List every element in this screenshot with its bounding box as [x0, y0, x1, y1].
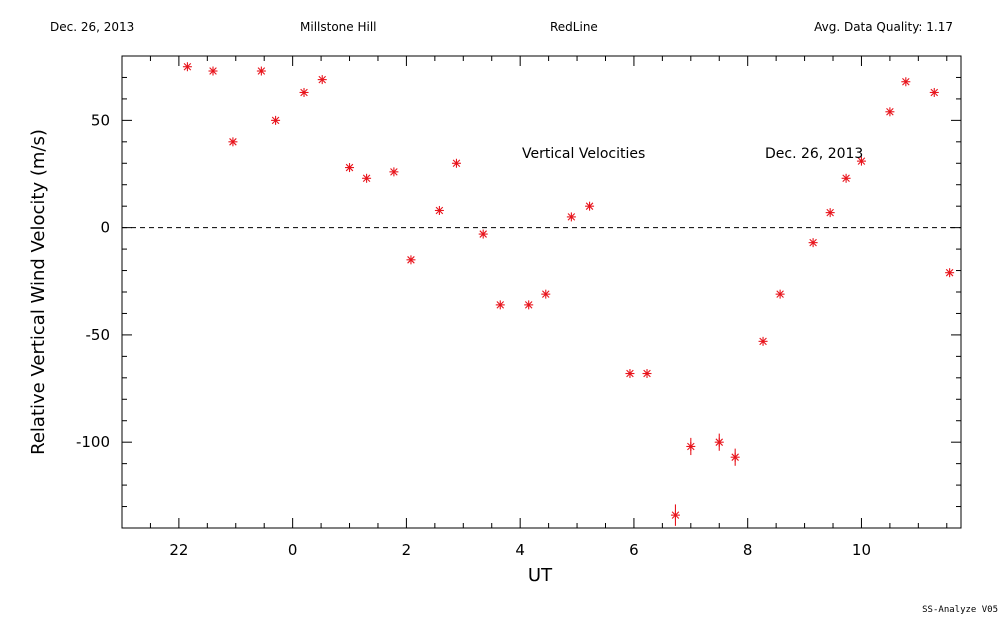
x-axis-title: UT	[528, 565, 553, 586]
x-tick-label: 2	[402, 541, 412, 559]
point-stroke	[209, 67, 217, 75]
data-point	[541, 289, 551, 299]
point-stroke	[857, 157, 866, 165]
data-point	[686, 437, 696, 456]
data-point	[642, 369, 652, 379]
y-tick-label: 0	[100, 219, 110, 237]
point-stroke	[886, 108, 894, 116]
point-stroke	[390, 168, 398, 176]
point-stroke	[452, 159, 461, 168]
annotation-title: Vertical Velocities	[522, 146, 645, 162]
data-point	[434, 205, 444, 215]
point-stroke	[626, 369, 634, 378]
data-point	[406, 255, 416, 265]
y-tick-label: -50	[86, 326, 111, 344]
x-tick-label: 8	[743, 541, 753, 559]
data-point	[317, 75, 327, 85]
point-stroke	[902, 77, 910, 86]
data-point	[478, 229, 488, 239]
data-point	[585, 201, 595, 211]
point-stroke	[362, 174, 371, 183]
x-tick-label: 22	[169, 541, 188, 559]
data-point	[345, 163, 355, 173]
point-stroke	[524, 301, 533, 309]
header-site: Millstone Hill	[300, 20, 376, 34]
data-point	[362, 173, 372, 183]
point-stroke	[930, 88, 939, 97]
data-point	[808, 238, 818, 248]
point-stroke	[945, 268, 954, 277]
point-stroke	[585, 202, 594, 210]
data-point	[451, 158, 461, 168]
point-stroke	[271, 116, 280, 125]
point-stroke	[809, 238, 817, 247]
point-stroke	[826, 208, 834, 217]
data-point	[625, 369, 635, 379]
data-point	[566, 212, 576, 222]
y-tick-label: -100	[76, 433, 110, 451]
point-stroke	[496, 301, 505, 309]
point-stroke	[567, 213, 576, 221]
data-point	[901, 77, 911, 87]
x-tick-label: 4	[515, 541, 525, 559]
axis-ticks	[121, 55, 961, 528]
x-tick-label: 10	[852, 541, 871, 559]
x-tick-label: 6	[629, 541, 639, 559]
data-point	[929, 87, 939, 97]
y-tick-label: 50	[91, 111, 110, 129]
data-point	[775, 289, 785, 299]
x-tick-label: 0	[288, 541, 298, 559]
point-stroke	[229, 138, 237, 146]
point-stroke	[183, 62, 192, 71]
point-stroke	[479, 230, 487, 238]
axis-tick-labels: 22 0 2 4 6 8 10 -100 -50 0 50	[76, 111, 871, 559]
point-stroke	[759, 337, 767, 346]
point-stroke	[435, 206, 444, 215]
footer-software: SS-Analyze V05	[922, 605, 998, 615]
data-point	[524, 300, 534, 310]
data-points	[182, 62, 955, 526]
plot-frame	[121, 55, 962, 529]
data-point	[730, 448, 740, 466]
data-point	[841, 173, 851, 183]
point-stroke	[300, 88, 308, 97]
data-point	[208, 66, 218, 76]
data-point	[271, 115, 281, 125]
point-stroke	[318, 75, 326, 84]
data-point	[885, 107, 895, 117]
data-point	[945, 268, 955, 278]
data-point	[670, 504, 680, 526]
point-stroke	[542, 290, 550, 298]
header-quality: Avg. Data Quality: 1.17	[814, 20, 953, 34]
annotation-date: Dec. 26, 2013	[765, 146, 863, 162]
header-instrument: RedLine	[550, 20, 598, 34]
point-stroke	[776, 290, 784, 298]
point-stroke	[407, 256, 415, 264]
point-stroke	[643, 369, 651, 378]
data-point	[299, 87, 309, 97]
data-point	[256, 66, 266, 76]
data-point	[714, 433, 724, 451]
data-point	[856, 156, 866, 166]
header-date: Dec. 26, 2013	[50, 20, 134, 34]
data-point	[228, 137, 238, 147]
y-axis-title: Relative Vertical Wind Velocity (m/s)	[28, 129, 49, 455]
data-point	[389, 167, 399, 177]
point-stroke	[257, 67, 266, 75]
point-stroke	[345, 163, 354, 172]
data-point	[495, 300, 505, 310]
data-point	[758, 336, 768, 346]
point-stroke	[842, 174, 850, 183]
data-point	[825, 208, 835, 218]
data-point	[182, 62, 192, 72]
